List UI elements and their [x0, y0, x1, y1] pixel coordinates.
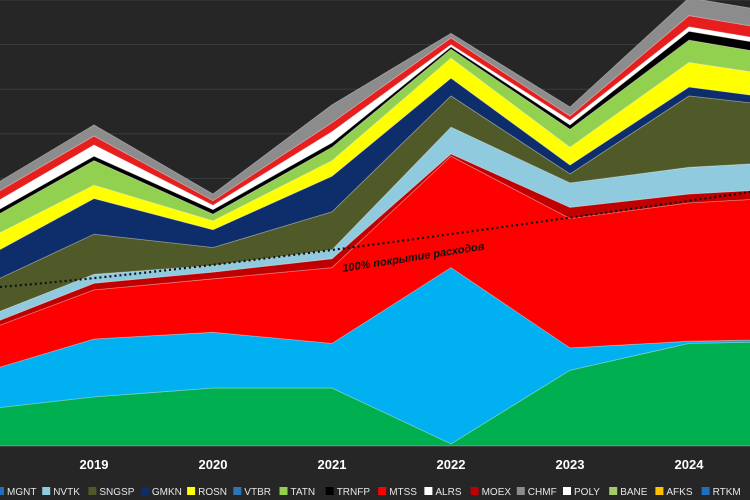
legend-swatch	[279, 487, 288, 495]
legend: MGNT NVTK SNGSP GMKN ROSN VTBR TATN TRNFP MTSS AL…	[0, 487, 741, 498]
legend-item-moex: MOEX	[470, 487, 512, 498]
legend-label: POLY	[574, 487, 600, 498]
series-area-mtss	[0, 155, 750, 368]
legend-swatch	[470, 487, 479, 495]
legend-swatch	[42, 487, 51, 495]
series-area-tatn	[0, 39, 750, 234]
legend-item-rosn: ROSN	[187, 487, 227, 498]
legend-swatch	[0, 487, 4, 495]
x-tick-label: 2023	[556, 457, 585, 472]
legend-label: MTSS	[389, 487, 417, 498]
legend-label: SNGSP	[99, 487, 134, 498]
legend-swatch	[187, 487, 196, 495]
legend-swatch	[563, 487, 571, 495]
legend-item-sngsp: SNGSP	[88, 487, 135, 498]
x-tick-label: 2020	[199, 457, 228, 472]
legend-label: GMKN	[152, 487, 182, 498]
legend-swatch	[701, 487, 710, 495]
series-area-trnfp	[0, 30, 750, 215]
legend-item-poly: POLY	[563, 487, 600, 498]
series-area-unnamed-1	[0, 267, 750, 445]
legend-label: ALRS	[435, 487, 461, 498]
series-area-alrs	[0, 26, 750, 211]
legend-swatch	[88, 487, 97, 495]
x-tick-label: 2021	[318, 457, 347, 472]
series-area-nvtk	[0, 126, 750, 321]
series-area-chmf	[0, 15, 750, 206]
legend-label: TATN	[291, 487, 316, 498]
legend-swatch	[233, 487, 242, 495]
legend-label: ROSN	[198, 487, 227, 498]
legend-item-chmf: CHMF	[516, 487, 557, 498]
legend-item-mgnt: MGNT	[0, 487, 36, 498]
legend-swatch	[516, 487, 525, 495]
legend-item-tatn: TATN	[279, 487, 316, 498]
legend-label: RTKM	[713, 487, 741, 498]
plot-areas	[0, 0, 750, 447]
legend-item-trnfp: TRNFP	[325, 487, 371, 498]
x-tick-label: 2024	[675, 457, 705, 472]
legend-item-bane: BANE	[609, 487, 648, 498]
legend-label: NVTK	[53, 487, 80, 498]
legend-swatch	[424, 487, 433, 495]
legend-item-nvtk: NVTK	[42, 487, 80, 498]
legend-label: CHMF	[528, 487, 557, 498]
legend-swatch	[609, 487, 618, 495]
series-area-gmkn	[0, 77, 750, 279]
legend-swatch	[140, 487, 149, 495]
legend-label: TRNFP	[337, 487, 371, 498]
legend-label: MOEX	[482, 487, 512, 498]
legend-item-alrs: ALRS	[424, 487, 462, 498]
legend-label: MGNT	[7, 487, 36, 498]
series-area-rosn	[0, 57, 750, 250]
legend-item-afks: AFKS	[655, 487, 693, 498]
legend-label: BANE	[620, 487, 648, 498]
legend-item-mtss: MTSS	[378, 487, 417, 498]
legend-swatch	[655, 487, 664, 495]
legend-item-gmkn: GMKN	[140, 487, 182, 498]
x-tick-label: 2019	[80, 457, 109, 472]
legend-swatch	[378, 487, 387, 495]
legend-label: VTBR	[244, 487, 271, 498]
legend-item-rtkm: RTKM	[701, 487, 741, 498]
legend-swatch	[325, 487, 334, 495]
series-area-bane	[0, 0, 750, 202]
legend-label: AFKS	[666, 487, 692, 498]
x-tick-label: 2022	[437, 457, 466, 472]
legend-item-vtbr: VTBR	[233, 487, 271, 498]
x-axis: 2019 2020 2021 2022 2023 2024	[80, 457, 705, 472]
